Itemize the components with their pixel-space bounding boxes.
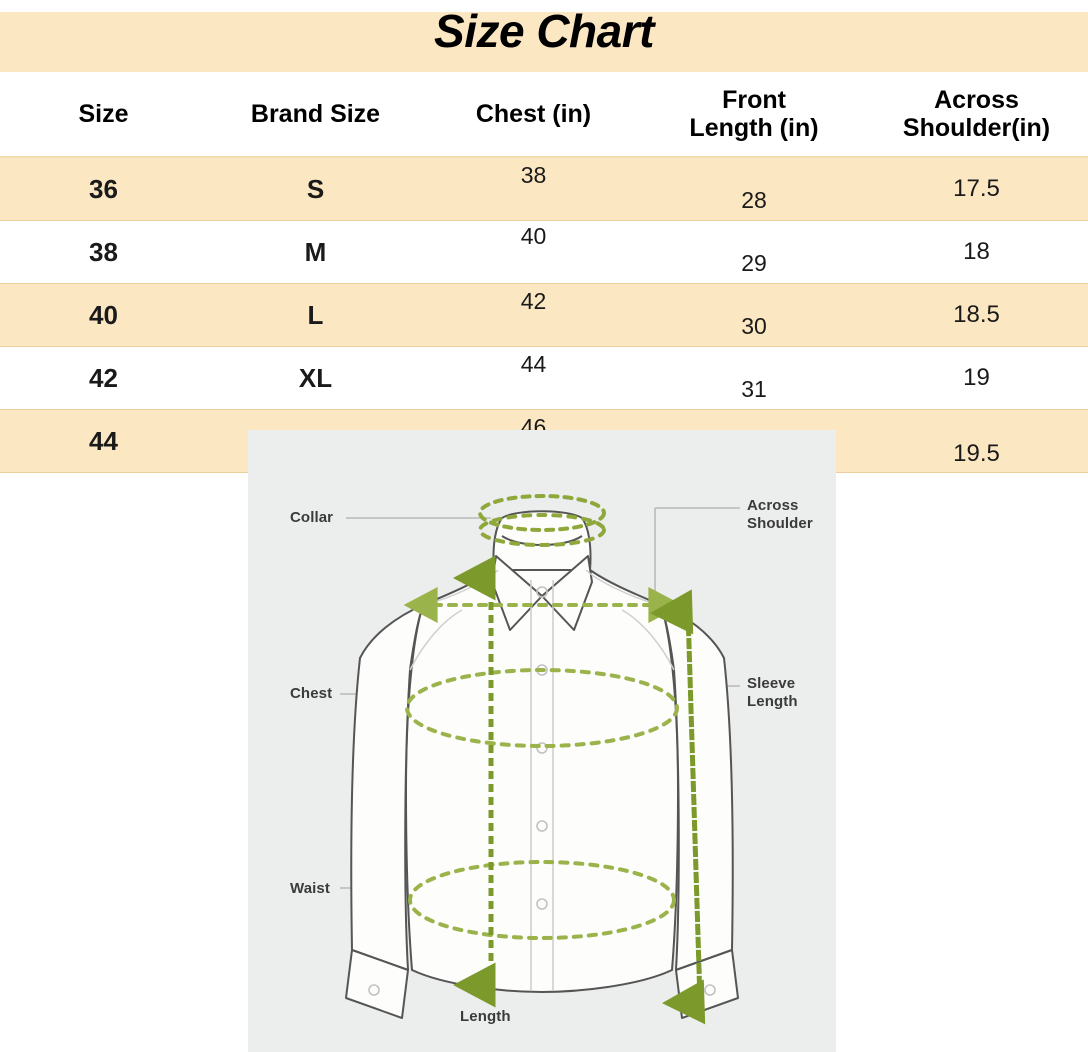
shirt-illustration	[340, 494, 740, 1025]
table-row: 40 L 42 30 18.5	[0, 283, 1088, 347]
cell-front-length: 31	[643, 346, 865, 410]
diagram-label-chest: Chest	[290, 685, 333, 702]
column-header-across-shoulder: Across Shoulder(in)	[865, 72, 1088, 158]
cell-chest: 38	[424, 157, 643, 221]
page-title: Size Chart	[434, 5, 654, 57]
collar-measure	[478, 494, 606, 547]
cell-chest: 40	[424, 220, 643, 284]
cell-size: 40	[0, 283, 207, 347]
shirt-placket	[530, 580, 554, 990]
cell-across-shoulder: 19	[865, 346, 1088, 410]
cell-across-shoulder: 18	[865, 220, 1088, 284]
cell-size: 42	[0, 346, 207, 410]
column-header-chest: Chest (in)	[424, 72, 643, 158]
diagram-label-sleeve-length: Sleeve Length	[747, 675, 798, 711]
table-header-row: Size Brand Size Chest (in) Front Length …	[0, 72, 1088, 158]
cell-across-shoulder: 19.5	[865, 409, 1088, 473]
cell-brand-size: L	[207, 283, 424, 347]
table-row: 38 M 40 29 18	[0, 220, 1088, 284]
diagram-label-waist: Waist	[290, 880, 330, 897]
shirt-measurement-diagram: Collar Chest Waist Across Shoulder Sleev…	[248, 430, 836, 1052]
column-header-front-length: Front Length (in)	[643, 72, 865, 158]
size-chart-table: Size Brand Size Chest (in) Front Length …	[0, 72, 1088, 473]
chest-measure	[405, 668, 679, 748]
column-header-size: Size	[0, 72, 207, 158]
cell-size: 38	[0, 220, 207, 284]
cell-chest: 44	[424, 346, 643, 410]
diagram-label-length: Length	[460, 1008, 511, 1025]
table-row: 42 XL 44 31 19	[0, 346, 1088, 410]
cell-front-length: 28	[643, 157, 865, 221]
cell-across-shoulder: 17.5	[865, 157, 1088, 221]
column-header-brand-size: Brand Size	[207, 72, 424, 158]
cell-brand-size: S	[207, 157, 424, 221]
diagram-label-collar: Collar	[290, 509, 334, 526]
sleeve-length-measure-down	[662, 611, 706, 1025]
diagram-label-across-shoulder: Across Shoulder	[747, 497, 813, 533]
cell-size: 44	[0, 409, 207, 473]
cell-across-shoulder: 18.5	[865, 283, 1088, 347]
cell-chest: 42	[424, 283, 643, 347]
cell-brand-size: M	[207, 220, 424, 284]
table-row: 36 S 38 28 17.5	[0, 157, 1088, 221]
cell-brand-size: XL	[207, 346, 424, 410]
cell-size: 36	[0, 157, 207, 221]
title-band	[0, 12, 1088, 72]
shirt-body	[345, 569, 739, 1019]
waist-measure	[408, 860, 676, 940]
cell-front-length: 30	[643, 283, 865, 347]
cell-front-length: 29	[643, 220, 865, 284]
